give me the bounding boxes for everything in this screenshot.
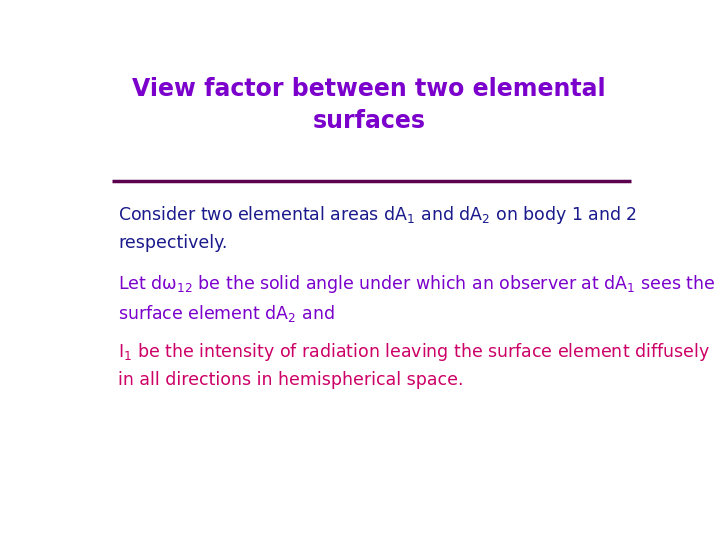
Text: View factor between two elemental
surfaces: View factor between two elemental surfac…	[132, 77, 606, 133]
Text: Let d$\mathrm{\omega_{12}}$ be the solid angle under which an observer at $\math: Let d$\mathrm{\omega_{12}}$ be the solid…	[118, 273, 715, 325]
Text: Consider two elemental areas $\mathrm{dA_1}$ and $\mathrm{dA_2}$ on body 1 and 2: Consider two elemental areas $\mathrm{dA…	[118, 204, 637, 252]
Text: $\mathrm{I_1}$ be the intensity of radiation leaving the surface element diffuse: $\mathrm{I_1}$ be the intensity of radia…	[118, 341, 710, 389]
